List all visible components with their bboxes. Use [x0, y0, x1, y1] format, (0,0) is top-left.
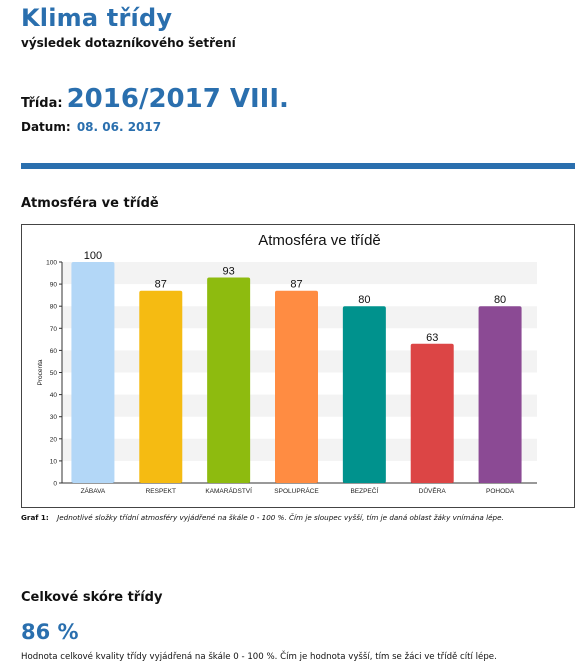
- class-value: 2016/2017 VIII.: [66, 84, 289, 114]
- atmosphere-chart: 0 10 20 30 40 50 60 70 80 90 100 Procenta Atmosféra …: [21, 224, 575, 508]
- x-tick-label: RESPEKT: [146, 488, 176, 495]
- bar-value-label: 87: [155, 279, 167, 291]
- bar-bezpečí: [342, 306, 386, 483]
- y-tick-label: 70: [50, 326, 58, 333]
- x-tick-label: DŮVĚRA: [419, 486, 447, 495]
- bar-kamarádství: [207, 277, 251, 483]
- y-axis-label: Procenta: [37, 359, 44, 385]
- class-label: Třída:: [21, 96, 63, 111]
- atmosphere-chart-svg: 0 10 20 30 40 50 60 70 80 90 100 Procenta Atmosféra …: [37, 232, 537, 495]
- x-tick-label: SPOLUPRÁCE: [274, 486, 319, 495]
- overall-score-value: 86 %: [21, 620, 79, 644]
- y-tick-label: 40: [50, 392, 58, 399]
- bar-value-label: 87: [290, 279, 302, 291]
- bar-respekt: [139, 290, 183, 483]
- y-tick-label: 90: [50, 282, 58, 289]
- bar-value-label: 93: [223, 265, 235, 277]
- chart-caption: Graf 1: Jednotlivé složky třídní atmosfé…: [21, 513, 504, 522]
- class-row: Třída: 2016/2017 VIII.: [21, 84, 289, 114]
- date-label: Datum:: [21, 120, 71, 134]
- x-tick-label: KAMARÁDSTVÍ: [205, 486, 252, 495]
- y-tick-label: 10: [50, 458, 58, 465]
- bar-pohoda: [478, 306, 522, 483]
- chart-title: Atmosféra ve třídě: [258, 232, 381, 249]
- y-tick-label: 80: [50, 304, 58, 311]
- y-tick-label: 50: [50, 370, 58, 377]
- bar-spolupráce: [275, 290, 318, 483]
- x-tick-label: ZÁBAVA: [81, 486, 106, 495]
- chart-caption-label: Graf 1:: [21, 513, 49, 522]
- y-tick-label: 20: [50, 436, 58, 443]
- page-title: Klima třídy: [21, 4, 173, 32]
- bar-value-label: 80: [494, 294, 506, 306]
- y-tick-label: 30: [50, 414, 58, 421]
- date-value: 08. 06. 2017: [76, 120, 162, 134]
- y-tick-label: 100: [46, 260, 57, 267]
- y-tick-label: 0: [53, 481, 57, 488]
- date-row: Datum: 08. 06. 2017: [21, 120, 161, 134]
- y-tick-label: 60: [50, 348, 58, 355]
- overall-score-heading: Celkové skóre třídy: [21, 590, 163, 605]
- bar-value-label: 100: [84, 250, 102, 262]
- grid-band: [62, 262, 537, 285]
- header-divider: [21, 163, 575, 169]
- x-tick-label: POHODA: [486, 488, 515, 495]
- x-tick-label: BEZPEČÍ: [350, 486, 378, 495]
- bar-důvěra: [410, 343, 454, 483]
- atmosphere-heading: Atmosféra ve třídě: [21, 196, 159, 211]
- chart-caption-text: Jednotlivé složky třídní atmosféry vyjád…: [57, 513, 504, 522]
- bar-value-label: 63: [426, 332, 438, 344]
- overall-score-description: Hodnota celkové kvality třídy vyjádřená …: [21, 652, 497, 662]
- bar-zábava: [71, 262, 115, 483]
- page-subtitle: výsledek dotazníkového šetření: [21, 36, 236, 50]
- bar-value-label: 80: [358, 294, 370, 306]
